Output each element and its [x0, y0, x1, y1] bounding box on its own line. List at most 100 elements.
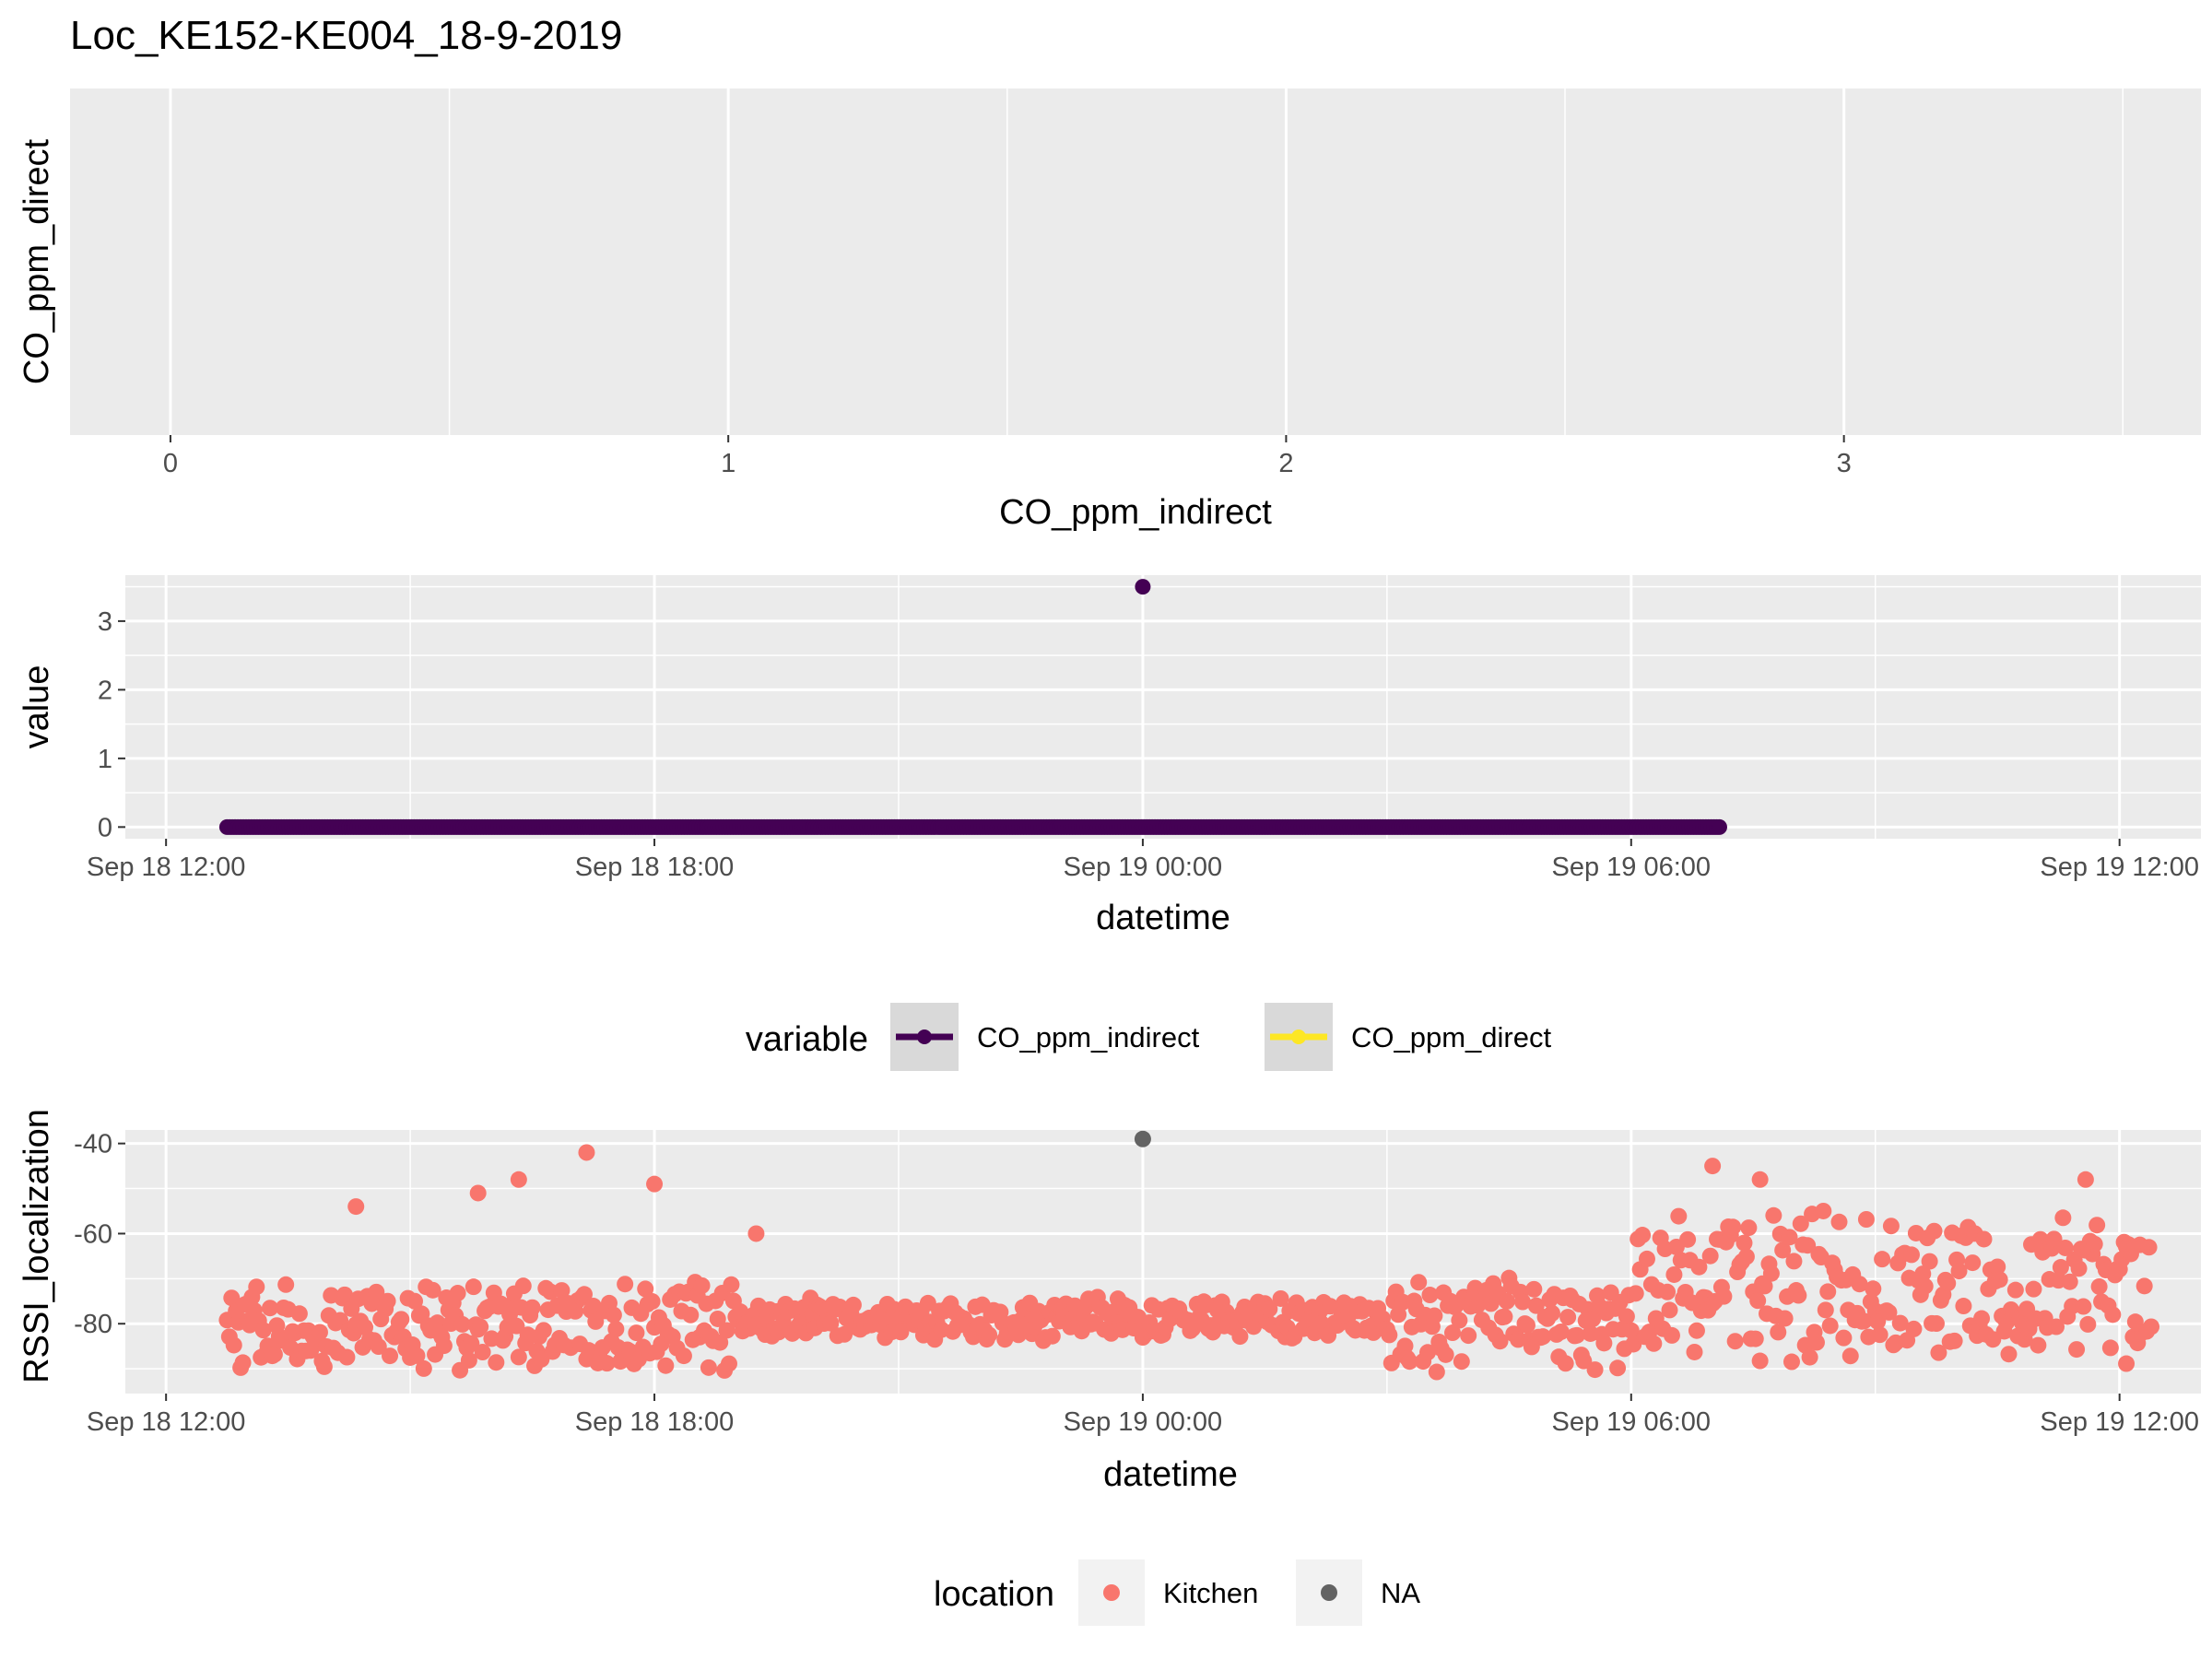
- panel3-point-kitchen: [1690, 1258, 1708, 1276]
- panel3-point-kitchen: [254, 1322, 272, 1339]
- panel3-point-kitchen: [1914, 1265, 1932, 1283]
- panel3-point-kitchen: [463, 1335, 480, 1352]
- panel3-point-kitchen: [223, 1289, 241, 1307]
- panel3-point-kitchen: [1261, 1300, 1278, 1318]
- panel3-point-kitchen: [1964, 1254, 1982, 1272]
- legend-dot-co-ppm-direct: [1291, 1030, 1306, 1044]
- panel3-point-kitchen: [607, 1321, 625, 1338]
- panel3-point-kitchen: [1525, 1280, 1543, 1298]
- panel3-point-kitchen: [1905, 1320, 1923, 1337]
- panel3-point-kitchen: [1634, 1227, 1652, 1244]
- panel3-point-kitchen: [1496, 1308, 1513, 1325]
- panel3-point-kitchen: [2140, 1239, 2158, 1256]
- panel3-point-kitchen: [2031, 1230, 2049, 1248]
- panel3-point-kitchen: [1871, 1326, 1888, 1344]
- panel3-point-kitchen: [1756, 1277, 1773, 1295]
- panel3-point-kitchen: [1428, 1363, 1445, 1381]
- panel3-point-kitchen: [2118, 1355, 2136, 1372]
- panel3-point-kitchen: [1783, 1353, 1800, 1371]
- panel3-point-kitchen: [637, 1280, 654, 1298]
- panel3-point-kitchen: [1882, 1218, 1900, 1235]
- panel3-point-kitchen: [1701, 1247, 1719, 1265]
- panel3-point-kitchen: [472, 1318, 489, 1335]
- panel3-point-kitchen: [1916, 1277, 1934, 1295]
- panel1-x-tick-label: 3: [1837, 449, 1852, 478]
- panel3-point-kitchen: [368, 1283, 385, 1300]
- panel3-point-kitchen: [1618, 1308, 1635, 1325]
- panel3-point-kitchen: [460, 1351, 477, 1369]
- panel3-point-kitchen: [1770, 1324, 1787, 1341]
- panel3-point-kitchen: [1930, 1344, 1947, 1361]
- panel3-point-kitchen: [709, 1310, 726, 1327]
- panel3-point-kitchen: [248, 1278, 265, 1296]
- panel3-point-kitchen: [1857, 1211, 1875, 1229]
- panel3-point-kitchen: [1401, 1353, 1418, 1371]
- panel3-point-kitchen: [335, 1286, 353, 1303]
- panel3-point-kitchen: [1568, 1326, 1585, 1344]
- panel3-point-kitchen: [2090, 1277, 2108, 1295]
- panel3-point-kitchen: [510, 1348, 527, 1366]
- panel3-point-kitchen: [1715, 1288, 1733, 1305]
- panel3-point-kitchen: [1460, 1327, 1477, 1345]
- panel3-point-kitchen: [1557, 1355, 1574, 1372]
- panel3-point-kitchen: [1955, 1298, 1972, 1315]
- panel3-point-kitchen: [1781, 1229, 1798, 1246]
- panel3-point-kitchen: [1659, 1283, 1677, 1300]
- panel3-point-kitchen: [1921, 1253, 1938, 1270]
- panel3-point-kitchen: [718, 1322, 735, 1339]
- panel3-point-kitchen: [1609, 1359, 1627, 1377]
- panel3-point-kitchen: [981, 1326, 998, 1344]
- panel3-point-kitchen: [1946, 1332, 1963, 1349]
- panel3-point-kitchen: [628, 1324, 645, 1342]
- panel3-point-kitchen: [892, 1324, 910, 1341]
- panel3-point-kitchen: [2054, 1209, 2072, 1227]
- panel3-point-kitchen: [1737, 1248, 1755, 1265]
- panel3-y-tick-label: -40: [74, 1130, 112, 1159]
- panel2-x-axis-title: datetime: [1096, 899, 1230, 937]
- panel3-point-kitchen: [1819, 1283, 1837, 1300]
- panel3-point-kitchen: [2045, 1230, 2063, 1248]
- panel3-point-kitchen: [1776, 1310, 1794, 1327]
- panel3-point-kitchen: [1595, 1335, 1613, 1352]
- panel1-background: [70, 88, 2201, 435]
- panel-rssi-over-time: Sep 18 12:00 Sep 18 18:00 Sep 19 00:00 Sep …: [18, 1109, 2201, 1494]
- panel3-point-kitchen: [553, 1282, 571, 1300]
- panel3-point-kitchen: [2070, 1260, 2088, 1277]
- panel3-point-kitchen: [1679, 1230, 1697, 1248]
- panel3-point-kitchen: [2136, 1277, 2153, 1295]
- panel3-point-kitchen: [2052, 1259, 2069, 1277]
- panel1-x-axis-title: CO_ppm_indirect: [999, 493, 1272, 532]
- panel3-point-kitchen: [1231, 1328, 1249, 1346]
- panel3-point-kitchen: [514, 1277, 532, 1295]
- panel2-point-co-ppm-indirect: [1711, 818, 1727, 835]
- panel3-point-kitchen: [474, 1344, 491, 1361]
- panel1-x-tick-label: 1: [721, 449, 735, 478]
- panel3-point-kitchen: [435, 1337, 453, 1355]
- panel3-point-kitchen: [657, 1357, 675, 1374]
- panel3-point-kitchen: [605, 1306, 622, 1324]
- panel3-point-kitchen: [347, 1198, 365, 1216]
- panel3-point-kitchen: [1835, 1329, 1853, 1347]
- panel3-point-kitchen: [1426, 1307, 1443, 1324]
- panel1-x-tick-label: 2: [1278, 449, 1293, 478]
- panel3-point-kitchen: [1851, 1276, 1868, 1293]
- panel3-point-kitchen: [379, 1292, 396, 1310]
- panel3-point-kitchen: [524, 1299, 541, 1316]
- panel3-point-kitchen: [1950, 1263, 1968, 1280]
- panel3-point-kitchen: [1817, 1301, 1834, 1319]
- panel3-y-tick-label: -80: [74, 1310, 112, 1339]
- panel-co-direct-vs-indirect: 0 1 2 3 CO_ppm_indirect CO_ppm_direct: [18, 88, 2201, 532]
- panel3-point-kitchen: [406, 1292, 424, 1310]
- panel3-point-kitchen: [646, 1175, 664, 1193]
- panel3-point-kitchen: [1765, 1206, 1783, 1224]
- panel3-point-kitchen: [2075, 1298, 2092, 1315]
- panel3-point-kitchen: [1975, 1230, 1993, 1248]
- panel3-point-kitchen: [2006, 1281, 2024, 1299]
- panel3-point-kitchen: [1902, 1246, 1920, 1264]
- panel3-point-kitchen: [1688, 1322, 1705, 1339]
- panel3-point-kitchen: [1638, 1250, 1655, 1267]
- panel3-point-kitchen: [2056, 1239, 2074, 1256]
- legend-label-na: NA: [1381, 1577, 1420, 1609]
- panel-value-over-time: Sep 18 12:00 Sep 18 18:00 Sep 19 00:00 Sep …: [18, 575, 2201, 937]
- panel3-point-kitchen: [1785, 1253, 1803, 1270]
